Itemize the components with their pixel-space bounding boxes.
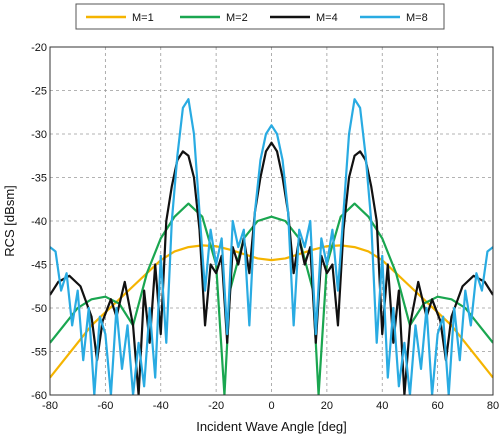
- series-line-m8: [50, 98, 493, 395]
- y-tick-label: -40: [31, 216, 47, 228]
- x-tick-label: -60: [97, 400, 113, 412]
- x-tick-label: -80: [42, 400, 58, 412]
- y-tick-label: -55: [31, 347, 47, 359]
- x-tick-label: 40: [376, 400, 388, 412]
- y-tick-label: -35: [31, 173, 47, 185]
- y-tick-label: -25: [31, 86, 47, 98]
- series-line-m1: [50, 244, 493, 379]
- legend: M=1 M=2 M=4 M=8: [75, 3, 445, 30]
- y-axis-label: RCS [dBsm]: [2, 185, 17, 257]
- legend-label: M=8: [406, 12, 428, 24]
- x-tick-label: 20: [321, 400, 333, 412]
- y-tick-label: -60: [31, 390, 47, 402]
- legend-label: M=2: [226, 12, 248, 24]
- x-tick-label: 60: [432, 400, 444, 412]
- plot-frame: [49, 46, 494, 396]
- x-tick-label: 80: [487, 400, 499, 412]
- y-tick-label: -50: [31, 303, 47, 315]
- legend-label: M=4: [316, 12, 338, 24]
- x-tick-label: -20: [208, 400, 224, 412]
- x-tick-label: 0: [268, 400, 274, 412]
- tick-labels: -80 -60 -40 -20 0 20 40 60 80-20-25-30-35-40-45-…: [31, 42, 499, 412]
- legend-label: M=1: [132, 12, 154, 24]
- x-axis-label: Incident Wave Angle [deg]: [196, 419, 347, 434]
- series-layer: [50, 98, 493, 395]
- y-tick-label: -20: [31, 42, 47, 54]
- series-line-m4: [50, 141, 493, 395]
- y-tick-label: -30: [31, 129, 47, 141]
- y-tick-label: -45: [31, 260, 47, 272]
- series-line-m2: [50, 202, 493, 395]
- x-tick-label: -40: [153, 400, 169, 412]
